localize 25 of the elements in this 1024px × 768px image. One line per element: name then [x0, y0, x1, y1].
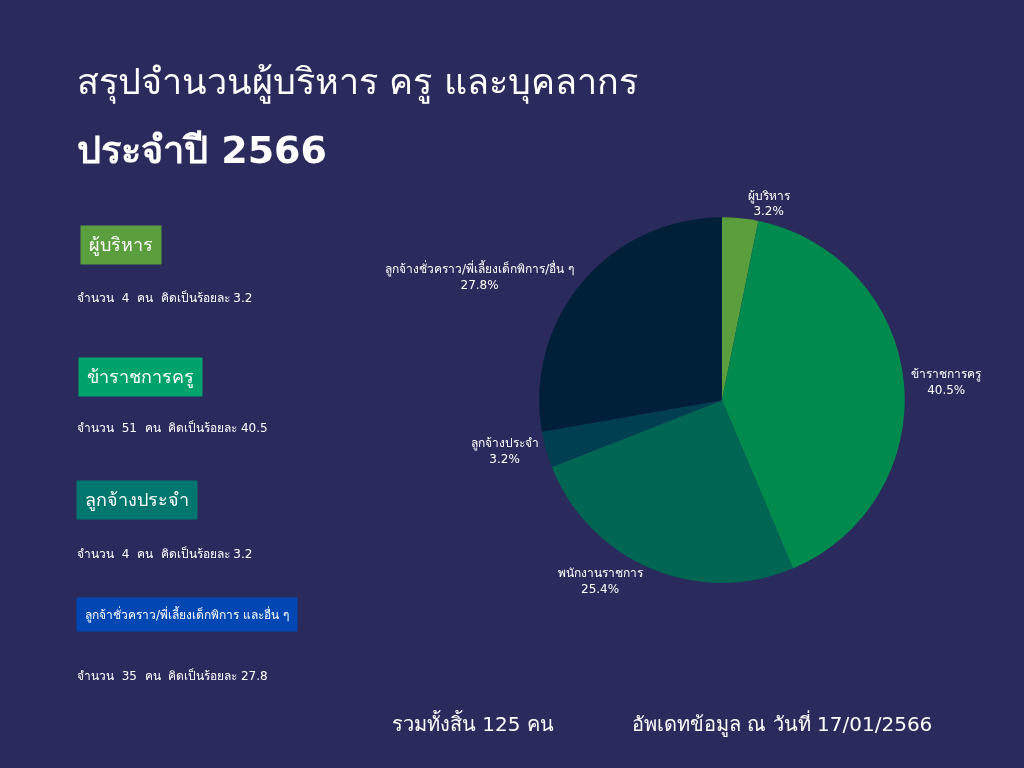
data-label: 3.2% — [489, 451, 520, 466]
slice-label: ลูกจ้างชั่วคราว/พี่เลี้ยงเด็กพิการ/อื่น ๆ — [385, 260, 575, 278]
chart-subtitle: ประจำปี 2566 — [77, 128, 327, 172]
slice-label: ข้าราชการครู — [911, 367, 983, 383]
text: ผู้บริหาร — [89, 234, 153, 256]
slice-label: ผู้บริหาร — [747, 188, 791, 204]
pie-slice — [541, 400, 722, 468]
data-label: 40.5% — [927, 382, 966, 397]
text: ลูกจ้าชั่วคราว/พี่เลี้ยงเด็กพิการ และอื่น ๆ — [85, 606, 289, 623]
pie-slice — [721, 221, 905, 569]
data-label: 3.2% — [753, 204, 784, 219]
slice-label: ลูกจ้างประจำ — [470, 435, 539, 451]
data-label: 27.8% — [460, 277, 499, 292]
pie-slice — [551, 400, 793, 583]
text: จำนวน 4 คน คิดเป็นร้อยละ 3.2 — [77, 546, 253, 561]
text: จำนวน 51 คน คิดเป็นร้อยละ 40.5 — [77, 420, 268, 435]
slice-label: พนักงานราชการ — [557, 566, 644, 581]
text: ข้าราชการครู — [87, 366, 194, 388]
data-label: 25.4% — [581, 581, 620, 596]
text: ลูกจ้างประจำ — [85, 489, 189, 511]
chart-title: สรุปจำนวนผู้บริหาร ครู และบุคลากร — [77, 61, 638, 104]
text: อัพเดทข้อมูล ณ วันที่ 17/01/2566 — [632, 710, 933, 737]
text: จำนวน 4 คน คิดเป็นร้อยละ 3.2 — [77, 290, 253, 305]
text: จำนวน 35 คน คิดเป็นร้อยละ 27.8 — [77, 668, 268, 683]
text: รวมทั้งสิ้น 125 คน — [392, 710, 554, 736]
